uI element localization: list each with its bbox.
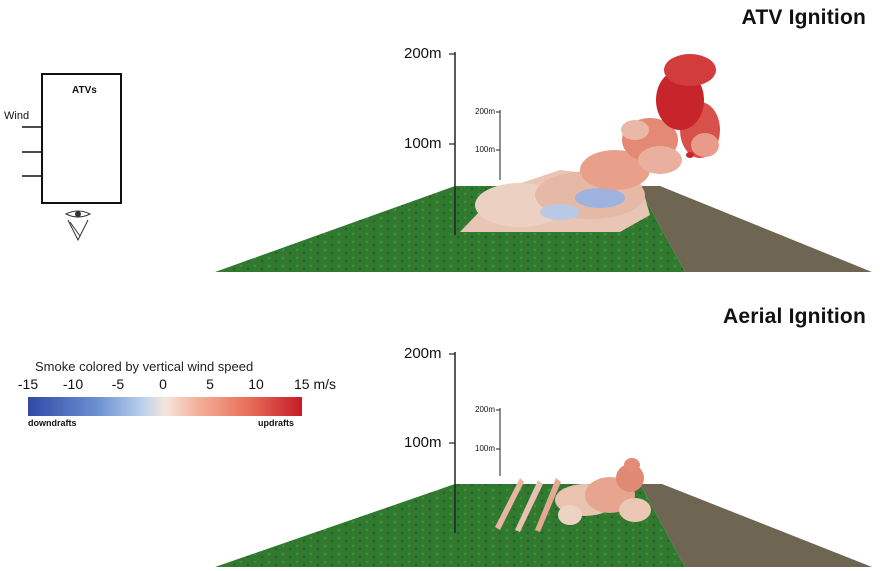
colorbar-tick: -5 — [111, 376, 125, 392]
wind-label: Wind — [4, 110, 30, 122]
inner-label-200m-2: 200m — [475, 405, 496, 414]
inset-box — [41, 73, 122, 204]
updrafts-label: updrafts — [258, 418, 294, 428]
colorbar-tick: 10 — [248, 376, 264, 392]
eye-icon — [64, 210, 92, 242]
colorbar-tick: -15 — [17, 376, 39, 392]
bare-ground-2 — [640, 484, 872, 567]
bare-ground — [638, 186, 872, 272]
axis-label-100m-2: 100m — [404, 434, 442, 451]
panel-title-atv: ATV Ignition — [741, 6, 866, 29]
panel-title-aerial: Aerial Ignition — [722, 305, 866, 328]
colorbar-title: Smoke colored by vertical wind speed — [35, 359, 254, 374]
inset-title: ATVs — [72, 85, 97, 96]
axis-label-200m: 200m — [404, 45, 442, 62]
colorbar-tick: 5 — [206, 376, 214, 392]
colorbar-tick: 15 m/s — [293, 376, 337, 392]
axis-label-200m-2: 200m — [404, 345, 442, 362]
colorbar-tick: 0 — [159, 376, 167, 392]
downdrafts-label: downdrafts — [28, 418, 77, 428]
smoke-plume-atv — [460, 54, 720, 232]
inner-label-100m-2: 100m — [475, 444, 496, 453]
smoke-plume-aerial — [495, 458, 651, 532]
colorbar — [28, 397, 302, 416]
colorbar-tick: -10 — [62, 376, 84, 392]
axis-label-100m: 100m — [404, 135, 442, 152]
inner-label-100m: 100m — [475, 145, 496, 154]
inner-label-200m: 200m — [475, 107, 496, 116]
